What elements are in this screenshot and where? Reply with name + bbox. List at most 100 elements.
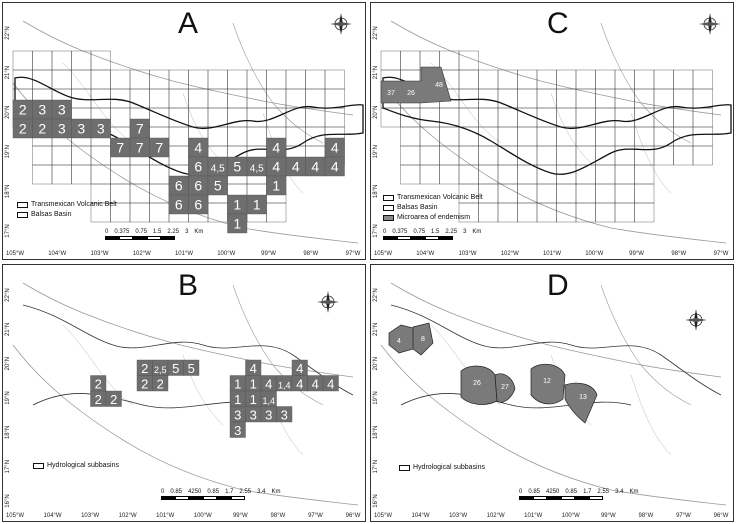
- grid-cell: [90, 145, 111, 166]
- legend-item-bb: Balsas Basin: [17, 210, 117, 219]
- cell-label: 5: [214, 178, 222, 194]
- grid-cell: [575, 69, 596, 90]
- grid-cell: [32, 69, 53, 90]
- grid-cell: [246, 69, 267, 90]
- grid-cell: [168, 145, 189, 166]
- cell-label: 2,5: [154, 365, 167, 375]
- y-tick-label: 22°N: [373, 26, 379, 39]
- subbasin-region: [564, 382, 598, 424]
- grid-cell: [32, 50, 53, 71]
- subbasin-region: [530, 363, 566, 405]
- cell-label: 6: [175, 178, 183, 194]
- scale-ticks-d: 0 0.85 4250 0.85 1.7 2.55 3.4 Km: [519, 489, 638, 495]
- cell-label: 7: [155, 140, 163, 156]
- grid-cell: [305, 88, 326, 109]
- grid-cell: [614, 107, 635, 128]
- y-tick-label: 20°N: [5, 105, 11, 118]
- cell-label: 4: [265, 376, 272, 391]
- region-label: 8: [421, 336, 425, 343]
- grid-cell: [614, 69, 635, 90]
- grid-cell: [110, 164, 131, 185]
- y-tick-label: 22°N: [5, 26, 11, 39]
- legend-item-micro-c: Microarea of endemism: [383, 213, 483, 222]
- x-tick-label: 101°W: [524, 513, 542, 519]
- legend-label-bb: Balsas Basin: [31, 211, 72, 218]
- endemism-cell: [105, 390, 122, 407]
- x-tick-label: 105°W: [374, 513, 392, 519]
- grid-cell: [266, 202, 287, 223]
- cell-label: 6: [175, 197, 183, 213]
- y-tick-label: 16°N: [5, 494, 11, 507]
- coastline: [390, 20, 722, 116]
- cell-label: 4: [272, 159, 280, 175]
- map-a: 2 3 32 2 3 3 3 77 7 7 4 4 46 4,5 5 4,5 4 4 4 46 6 5 16 6 1 11105°…: [5, 20, 364, 257]
- grid-cell: [595, 69, 616, 90]
- grid-cell: [324, 107, 345, 128]
- cell-label: 5: [172, 361, 179, 376]
- scale-tick-label: 4250: [546, 489, 560, 495]
- grid-cell: [188, 107, 209, 128]
- grid-cell: [517, 88, 538, 109]
- tvb-outline: [382, 76, 732, 175]
- cell-label: 3: [281, 407, 288, 422]
- endemism-cell: [229, 421, 246, 438]
- grid-cell: [556, 145, 577, 166]
- scale-ticks-b: 0 0.85 4250 0.85 1.7 2.55 3.4 Km: [161, 489, 280, 495]
- x-tick-label: 97°W: [714, 251, 729, 257]
- panel-c: 105°W 104°W 103°W 102°W 101°W 100°W 99°W 98°W 97…: [370, 2, 734, 260]
- grid-cell: [51, 50, 72, 71]
- cell-label: 4: [312, 376, 319, 391]
- x-tick-label: 103°W: [81, 513, 99, 519]
- grid-cell: [478, 164, 499, 185]
- grid-cell: [149, 164, 170, 185]
- grid-cell: [575, 164, 596, 185]
- legend-b: Hydrological subbasins: [33, 461, 119, 471]
- grid-cell: [207, 69, 228, 90]
- scale-bar-d: 0 0.85 4250 0.85 1.7 2.55 3.4 Km: [519, 489, 638, 500]
- grid-cell: [439, 50, 460, 71]
- grid-cell: [168, 69, 189, 90]
- grid-cell: [595, 107, 616, 128]
- grid-cell: [458, 69, 479, 90]
- cell-label: 4: [272, 140, 280, 156]
- grid-cell: [285, 69, 306, 90]
- x-tick-label: 100°W: [585, 251, 603, 257]
- grid-cell: [536, 164, 557, 185]
- grid-cell: [419, 126, 440, 147]
- x-tick-label: 96°W: [714, 513, 729, 519]
- grid-cell: [478, 69, 499, 90]
- legend-c: Transmexican Volcanic Belt Balsas Basin …: [383, 193, 483, 223]
- grid-cell: [536, 145, 557, 166]
- subbasin-boundaries: [390, 304, 722, 409]
- legend-label-subbasins-d: Hydrological subbasins: [413, 464, 485, 471]
- grid-cell: [149, 202, 170, 223]
- x-tick-label: 101°W: [175, 251, 193, 257]
- cell-label: 4: [331, 140, 339, 156]
- grid-cell: [227, 88, 248, 109]
- endemism-cell: [322, 375, 339, 392]
- panel-a: 2 3 3 2 2 3 3 3 7 7 7 7 4 4 4 6 4,5 5 4,5 4 4 4 4 6 6 5 1 6 6 1 1 1 105°…: [2, 2, 366, 260]
- grid-cell: [614, 202, 635, 223]
- grid-cell: [419, 164, 440, 185]
- x-tick-label: 105°W: [374, 251, 392, 257]
- x-tick-label: 98°W: [303, 251, 318, 257]
- scale-tick-label: 0: [383, 229, 387, 235]
- y-tick-label: 20°N: [373, 357, 379, 370]
- y-tick-label: 22°N: [5, 288, 11, 301]
- cell-label: 4: [296, 376, 303, 391]
- grid-cell: [12, 50, 33, 71]
- cell-label: 3: [38, 102, 46, 118]
- grid-cell: [556, 202, 577, 223]
- cell-label: 4,5: [250, 164, 264, 175]
- north-arrow-icon: [330, 13, 352, 35]
- grid-cell: [478, 145, 499, 166]
- y-tick-label: 20°N: [5, 357, 11, 370]
- cell-label: 2: [157, 376, 164, 391]
- subbasin-region: [494, 373, 516, 403]
- panel-d: 4 8 26 27 12 13 105°W 104°W 103°W 102°W 101°W 100°W…: [370, 264, 734, 522]
- x-tick-label: 97°W: [676, 513, 691, 519]
- map-c: 105°W 104°W 103°W 102°W 101°W 100°W 99°W 98°W 97…: [373, 20, 732, 257]
- panel-letter-b: B: [178, 269, 199, 302]
- scale-tick-label: 1.7: [225, 489, 234, 495]
- panel-letter-a: A: [178, 7, 199, 40]
